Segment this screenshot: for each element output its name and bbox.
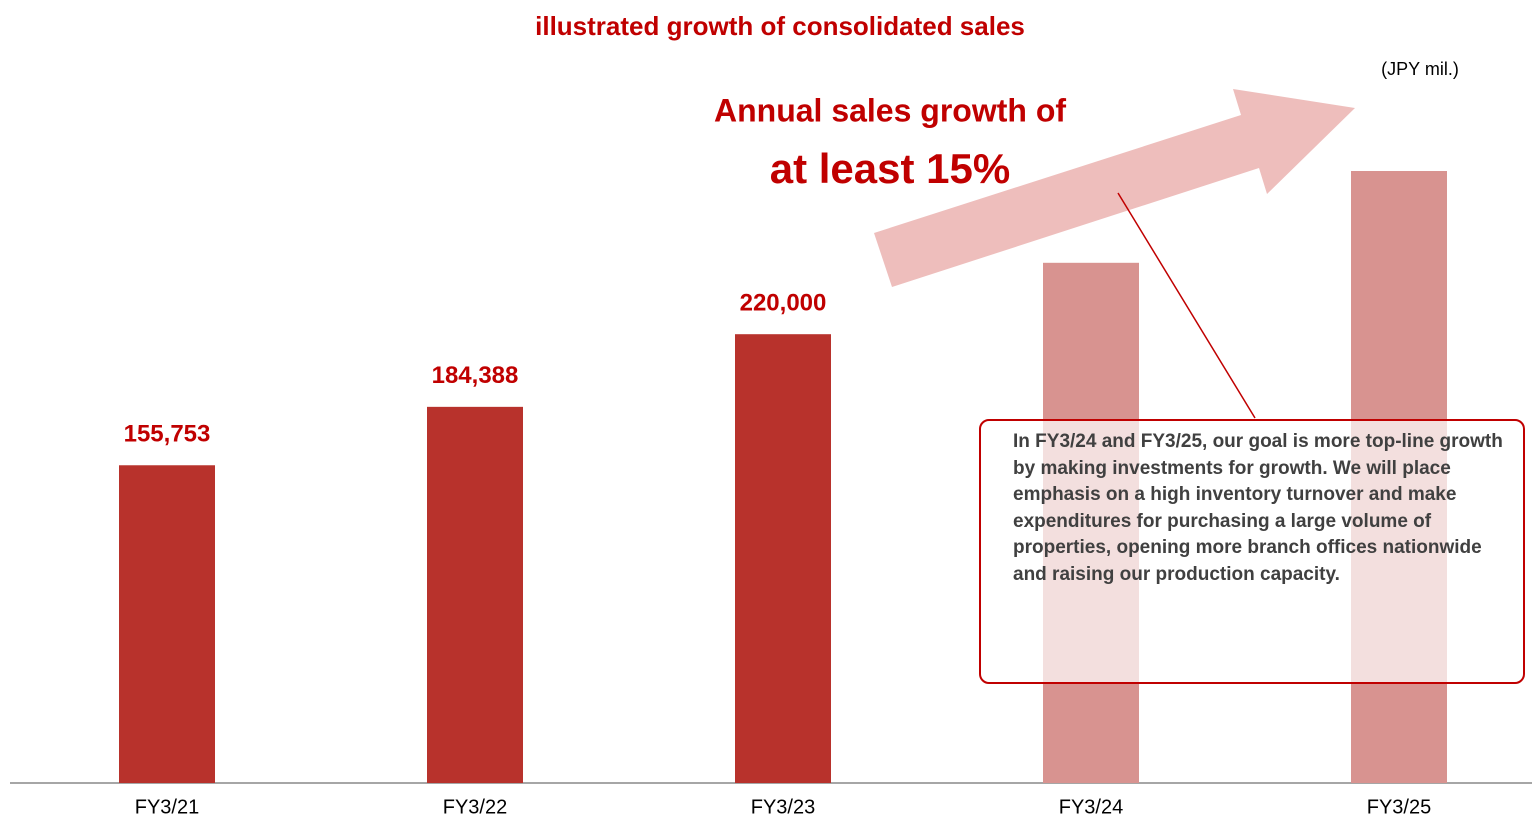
x-tick-label: FY3/22 (443, 796, 507, 818)
callout-line (1117, 192, 1256, 419)
bar (427, 406, 523, 783)
growth-label: Annual sales growth of (714, 92, 1066, 128)
x-tick-label: FY3/25 (1367, 796, 1431, 818)
growth-label: at least 15% (770, 145, 1010, 192)
value-label: 220,000 (740, 290, 827, 317)
unit-label: (JPY mil.) (1381, 59, 1459, 79)
x-tick-label: FY3/24 (1059, 796, 1123, 818)
x-tick-label: FY3/23 (751, 796, 815, 818)
bar (119, 465, 215, 783)
callout-box: In FY3/24 and FY3/25, our goal is more t… (979, 419, 1525, 684)
x-tick-label: FY3/21 (135, 796, 199, 818)
value-label: 184,388 (432, 362, 519, 389)
bar (735, 334, 831, 783)
chart-title: illustrated growth of consolidated sales (535, 11, 1025, 41)
value-label: 155,753 (124, 421, 211, 448)
growth-arrow (874, 89, 1355, 287)
